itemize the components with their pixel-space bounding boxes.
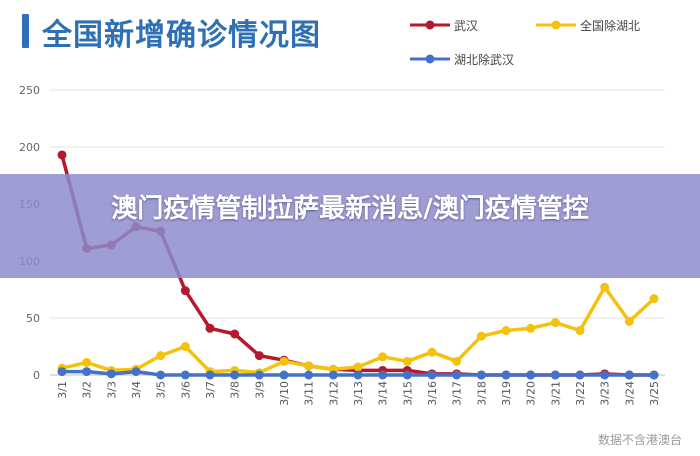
legend-label-national-ex-hubei: 全国除湖北 <box>580 18 641 33</box>
data-point-series-1 <box>279 356 289 366</box>
x-tick-label: 3/23 <box>599 381 612 406</box>
data-point-series-1 <box>476 331 486 341</box>
x-tick-label: 3/14 <box>377 381 390 406</box>
x-tick-label: 3/6 <box>179 381 192 399</box>
data-point-series-2 <box>205 370 215 380</box>
data-point-series-2 <box>328 370 338 380</box>
data-point-series-1 <box>575 326 585 336</box>
data-point-series-2 <box>82 367 92 377</box>
headline-banner <box>0 174 700 278</box>
y-tick-label: 0 <box>33 369 40 382</box>
x-tick-label: 3/5 <box>155 381 168 399</box>
data-point-series-2 <box>575 370 585 380</box>
legend-item-hubei-ex-wuhan: 湖北除武汉 <box>410 50 514 68</box>
y-tick-label: 200 <box>19 141 40 154</box>
x-tick-label: 3/10 <box>278 381 291 406</box>
x-tick-label: 3/16 <box>426 381 439 406</box>
data-point-series-2 <box>279 370 289 380</box>
y-tick-label: 50 <box>26 312 40 325</box>
chart-legend: 武汉 全国除湖北 湖北除武汉 <box>410 16 695 68</box>
legend-item-wuhan: 武汉 <box>410 16 478 34</box>
x-tick-label: 3/21 <box>549 381 562 406</box>
data-point-series-2 <box>402 370 412 380</box>
x-tick-label: 3/25 <box>648 381 661 406</box>
data-point-series-2 <box>427 370 437 380</box>
data-point-series-2 <box>180 370 190 380</box>
legend-swatch-wuhan <box>410 18 450 32</box>
headline-text: 澳门疫情管制拉萨最新消息/澳门疫情管控 <box>111 194 589 224</box>
legend-swatch-hubei-ex-wuhan <box>410 52 450 66</box>
x-tick-label: 3/20 <box>525 381 538 406</box>
data-point-series-2 <box>353 370 363 380</box>
data-point-series-1 <box>82 357 92 367</box>
x-tick-label: 3/3 <box>105 381 118 399</box>
x-tick-label: 3/2 <box>81 381 94 399</box>
y-tick-label: 250 <box>19 84 40 97</box>
x-tick-label: 3/19 <box>500 381 513 406</box>
legend-label-wuhan: 武汉 <box>454 18 479 33</box>
data-point-series-2 <box>476 370 486 380</box>
data-point-series-2 <box>131 367 141 377</box>
data-point-series-1 <box>378 352 388 362</box>
data-point-series-2 <box>156 370 166 380</box>
title-accent-bar <box>22 14 29 48</box>
x-tick-label: 3/13 <box>352 381 365 406</box>
data-point-series-1 <box>353 362 363 372</box>
x-tick-label: 3/15 <box>401 381 414 406</box>
legend-swatch-national-ex-hubei <box>536 18 576 32</box>
x-tick-label: 3/12 <box>327 381 340 406</box>
data-point-series-0 <box>180 286 190 296</box>
data-point-series-2 <box>230 370 240 380</box>
data-point-series-1 <box>600 282 610 292</box>
data-point-series-2 <box>106 369 116 379</box>
data-point-series-1 <box>304 361 314 371</box>
chart-title: 全国新增确诊情况图 <box>42 18 321 53</box>
data-point-series-1 <box>427 347 437 357</box>
data-point-series-0 <box>254 351 264 361</box>
x-tick-label: 3/11 <box>303 381 316 406</box>
data-point-series-2 <box>501 370 511 380</box>
data-source-note: 数据不含港澳台 <box>597 433 682 447</box>
data-point-series-0 <box>205 323 215 333</box>
x-tick-label: 3/7 <box>204 381 217 399</box>
data-point-series-1 <box>452 356 462 366</box>
legend-label-hubei-ex-wuhan: 湖北除武汉 <box>454 52 515 67</box>
data-point-series-0 <box>230 329 240 339</box>
data-point-series-2 <box>378 370 388 380</box>
x-tick-label: 3/1 <box>56 381 69 399</box>
data-point-series-1 <box>624 316 634 326</box>
x-tick-label: 3/17 <box>451 381 464 406</box>
data-point-series-2 <box>254 370 264 380</box>
data-point-series-2 <box>452 370 462 380</box>
data-point-series-2 <box>304 370 314 380</box>
x-tick-label: 3/18 <box>475 381 488 406</box>
x-tick-label: 3/24 <box>623 381 636 406</box>
x-tick-label: 3/4 <box>130 381 143 399</box>
data-point-series-1 <box>402 356 412 366</box>
data-point-series-2 <box>57 367 67 377</box>
series-line-1 <box>60 285 656 375</box>
data-point-series-2 <box>550 370 560 380</box>
data-point-series-2 <box>600 370 610 380</box>
data-point-series-1 <box>649 294 659 304</box>
data-point-series-2 <box>526 370 536 380</box>
x-tick-label: 3/8 <box>229 381 242 399</box>
data-point-series-1 <box>156 351 166 361</box>
legend-item-national-ex-hubei: 全国除湖北 <box>536 16 640 34</box>
data-point-series-2 <box>624 370 634 380</box>
data-point-series-2 <box>649 370 659 380</box>
data-point-series-1 <box>526 323 536 333</box>
x-tick-label: 3/9 <box>253 381 266 399</box>
data-point-series-1 <box>550 318 560 328</box>
data-point-series-1 <box>180 342 190 351</box>
x-tick-label: 3/22 <box>574 381 587 406</box>
data-point-series-0 <box>57 150 67 160</box>
data-point-series-1 <box>501 326 511 336</box>
